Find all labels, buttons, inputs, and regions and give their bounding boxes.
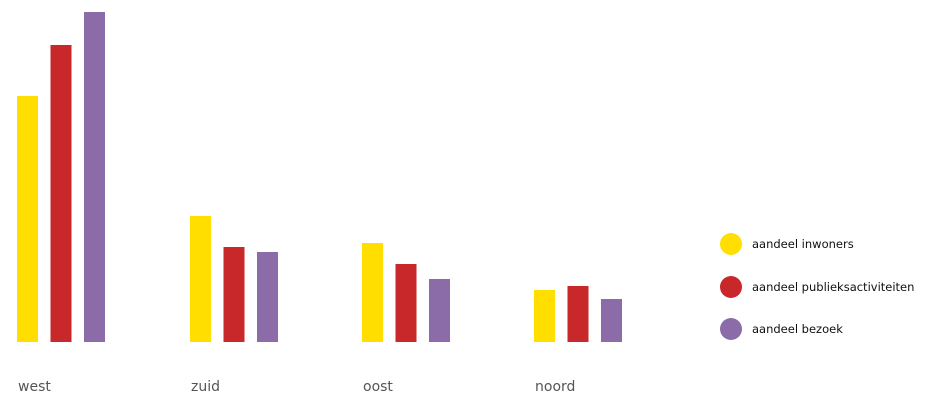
bars-group — [17, 12, 622, 342]
legend-label-inwoners: aandeel inwoners — [752, 237, 854, 251]
bar-zuid-series-1 — [190, 216, 211, 342]
legend-swatch-publieksactiviteiten — [720, 276, 742, 298]
bar-noord-series-2 — [567, 286, 589, 342]
bar-oost-series-1 — [362, 243, 383, 342]
legend-swatch-bezoek — [720, 318, 742, 340]
legend-label-publieksactiviteiten: aandeel publieksactiviteiten — [752, 280, 914, 294]
bar-zuid-series-3 — [257, 252, 278, 342]
category-label-zuid: zuid — [191, 379, 220, 395]
bar-west-series-1 — [17, 96, 38, 342]
legend: aandeel inwoners aandeel publieksactivit… — [720, 233, 914, 340]
bar-west-series-2 — [50, 45, 72, 342]
bar-west-series-3 — [84, 12, 105, 342]
category-label-oost: oost — [363, 379, 393, 395]
bar-oost-series-2 — [395, 264, 417, 342]
legend-swatch-inwoners — [720, 233, 742, 255]
category-label-noord: noord — [535, 379, 575, 395]
category-label-west: west — [18, 379, 51, 395]
legend-label-bezoek: aandeel bezoek — [752, 322, 843, 336]
bar-noord-series-3 — [601, 299, 622, 342]
bar-zuid-series-2 — [223, 247, 245, 342]
bar-noord-series-1 — [534, 290, 555, 342]
category-labels: west zuid oost noord — [18, 379, 575, 395]
bar-oost-series-3 — [429, 279, 450, 342]
